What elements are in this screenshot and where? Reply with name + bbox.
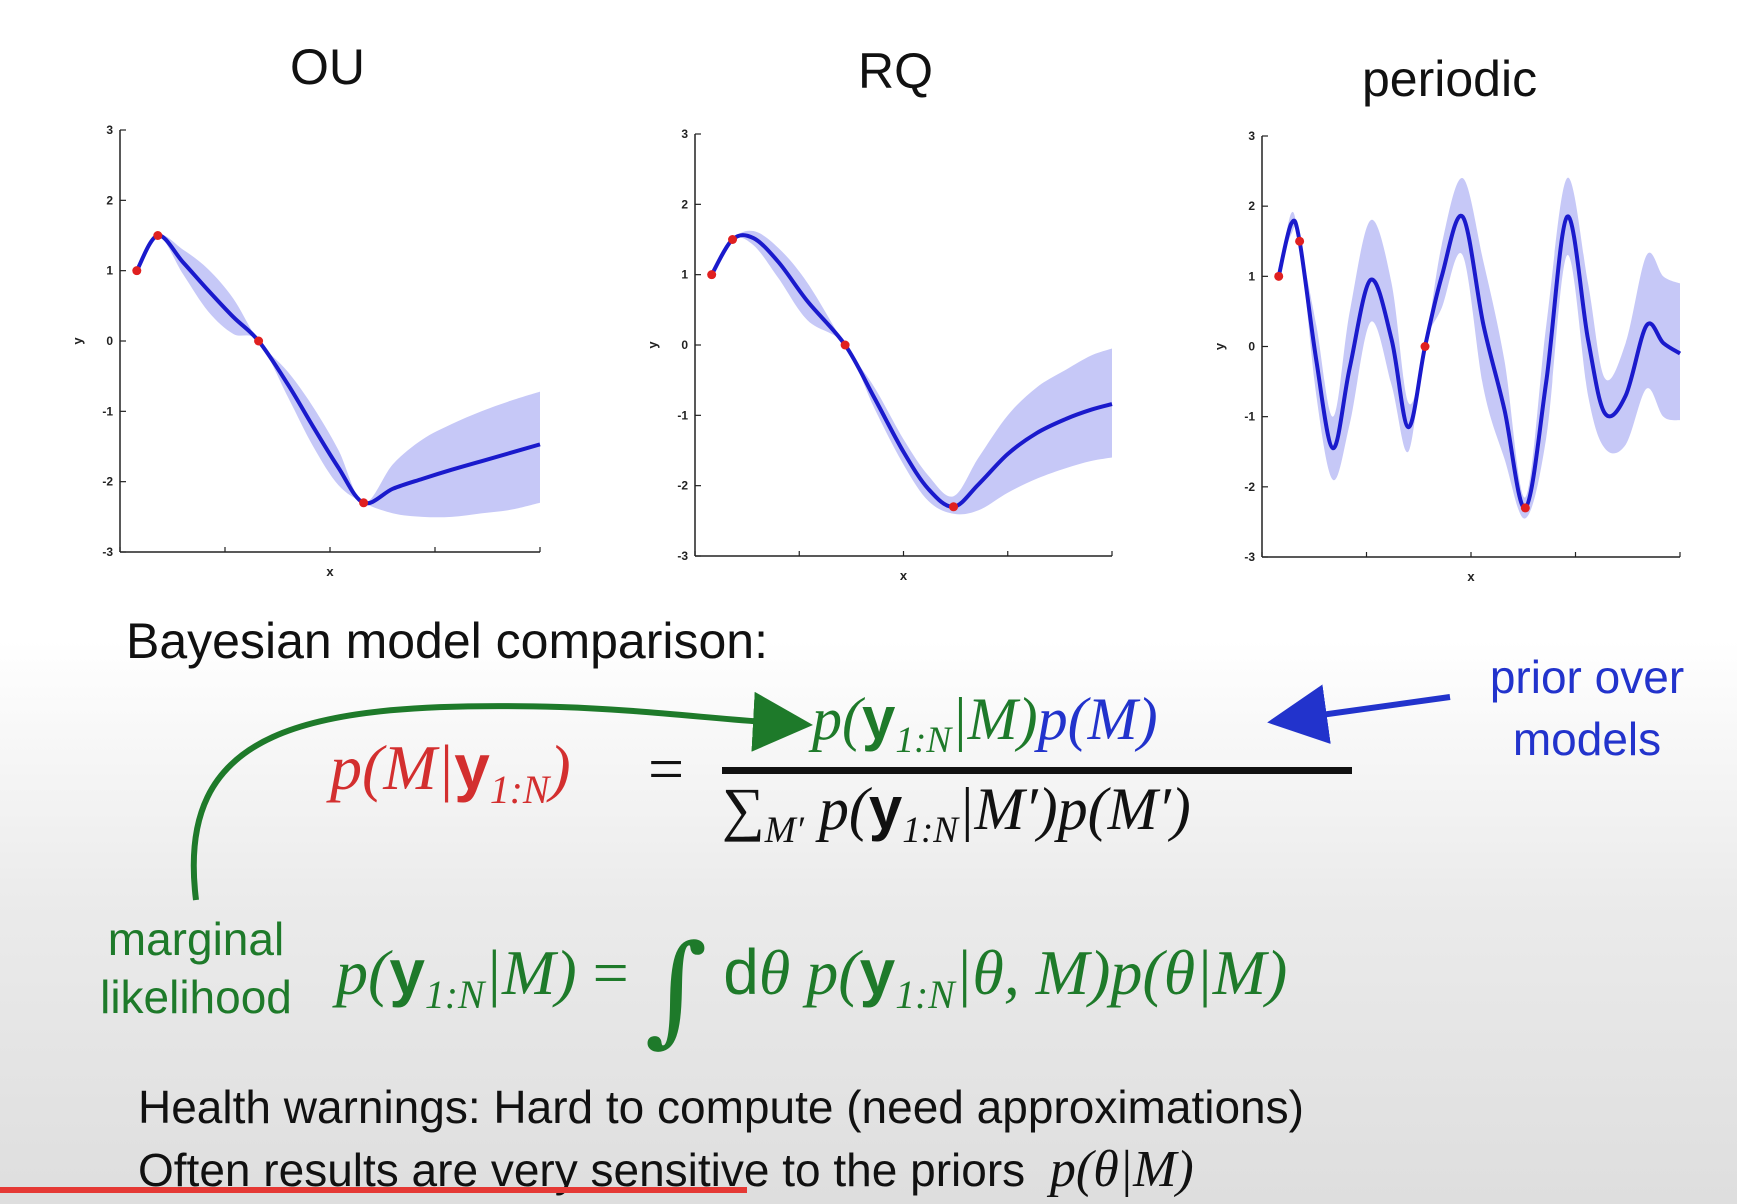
ou-y-tick-label: 0 <box>106 334 113 348</box>
ou-observation-point <box>254 336 264 346</box>
rq-confidence-band <box>711 230 1112 515</box>
marginal-likelihood-formula: p(y1:N|M) = ∫ dθ p(y1:N|θ, M)p(θ|M) <box>336 920 1288 1059</box>
rq-y-tick-label: -3 <box>677 549 688 563</box>
ou-confidence-band <box>136 234 541 518</box>
posterior-numerator: p(y1:N|M)p(M) <box>812 685 1158 762</box>
ou-chart: 3 2 1 0 -1 -2 -3 x y <box>70 123 541 579</box>
equals-sign-1: = <box>648 733 685 804</box>
rq-y-tick-label: 3 <box>681 127 688 141</box>
video-progress-bar[interactable] <box>0 1187 747 1193</box>
marginal-likelihood-arrow <box>190 691 813 901</box>
marginal-likelihood-label: marginal likelihood <box>100 913 292 1023</box>
rq-y-label: y <box>645 341 660 349</box>
rq-y-tick-label: 1 <box>681 268 688 282</box>
periodic-y-label: y <box>1212 342 1227 350</box>
model-posterior-lhs: p(M|y1:N) <box>330 731 571 812</box>
periodic-plot-title: periodic <box>1362 51 1538 107</box>
rq-observation-point <box>949 502 959 512</box>
periodic-y-tick-label: 3 <box>1248 129 1255 143</box>
rq-plot-title: RQ <box>858 43 933 99</box>
ou-y-tick-label: -3 <box>102 545 113 559</box>
ou-observation-point <box>359 498 369 508</box>
rq-observation-point <box>728 235 738 244</box>
ou-y-tick-label: 1 <box>106 264 113 278</box>
ou-y-label: y <box>70 337 85 345</box>
rq-y-tick-label: -1 <box>677 408 688 422</box>
periodic-y-tick-label: -3 <box>1244 550 1255 564</box>
rq-mean-line <box>709 233 1113 509</box>
rq-x-label: x <box>900 568 908 583</box>
ou-observation-point <box>132 266 142 276</box>
fraction-bar <box>722 767 1352 774</box>
periodic-y-tick-label: 0 <box>1248 340 1255 354</box>
periodic-observation-point <box>1295 236 1305 246</box>
periodic-observation-point <box>1274 271 1284 281</box>
periodic-confidence-band <box>1278 177 1680 519</box>
periodic-y-tick-label: 2 <box>1248 199 1255 213</box>
rq-y-tick-label: 2 <box>681 197 688 211</box>
periodic-y-tick-label: 1 <box>1248 269 1255 283</box>
health-warning-line1: Health warnings: Hard to compute (need a… <box>138 1081 1304 1133</box>
rq-y-tick-label: -2 <box>677 479 688 493</box>
ou-plot-title: OU <box>290 39 365 95</box>
prior-over-models-arrow <box>1267 684 1451 744</box>
periodic-chart: 3 2 1 0 -1 -2 -3 x y <box>1212 129 1682 584</box>
ou-x-label: x <box>326 564 334 579</box>
ou-mean-line <box>135 233 541 506</box>
rq-chart: 3 2 1 0 -1 -2 -3 x y <box>645 127 1113 583</box>
ou-y-tick-label: 3 <box>106 123 113 137</box>
rq-observation-point <box>707 270 717 280</box>
rq-y-tick-label: 0 <box>681 338 688 352</box>
periodic-y-tick-label: -2 <box>1244 480 1255 494</box>
ou-y-tick-label: -1 <box>102 404 113 418</box>
ou-y-tick-label: -2 <box>102 475 113 489</box>
ou-observation-point <box>153 231 163 240</box>
posterior-denominator: ∑M′ p(y1:N|M′)p(M′) <box>722 775 1191 852</box>
periodic-observation-point <box>1520 503 1530 513</box>
bayesian-comparison-heading: Bayesian model comparison: <box>126 613 768 669</box>
prior-over-models-label: prior over models <box>1489 651 1685 765</box>
rq-observation-point <box>840 340 850 350</box>
periodic-y-tick-label: -1 <box>1244 410 1255 424</box>
ou-y-tick-label: 2 <box>106 193 113 207</box>
periodic-mean-line <box>1276 213 1682 510</box>
periodic-x-label: x <box>1467 569 1475 584</box>
periodic-observation-point <box>1420 342 1430 351</box>
